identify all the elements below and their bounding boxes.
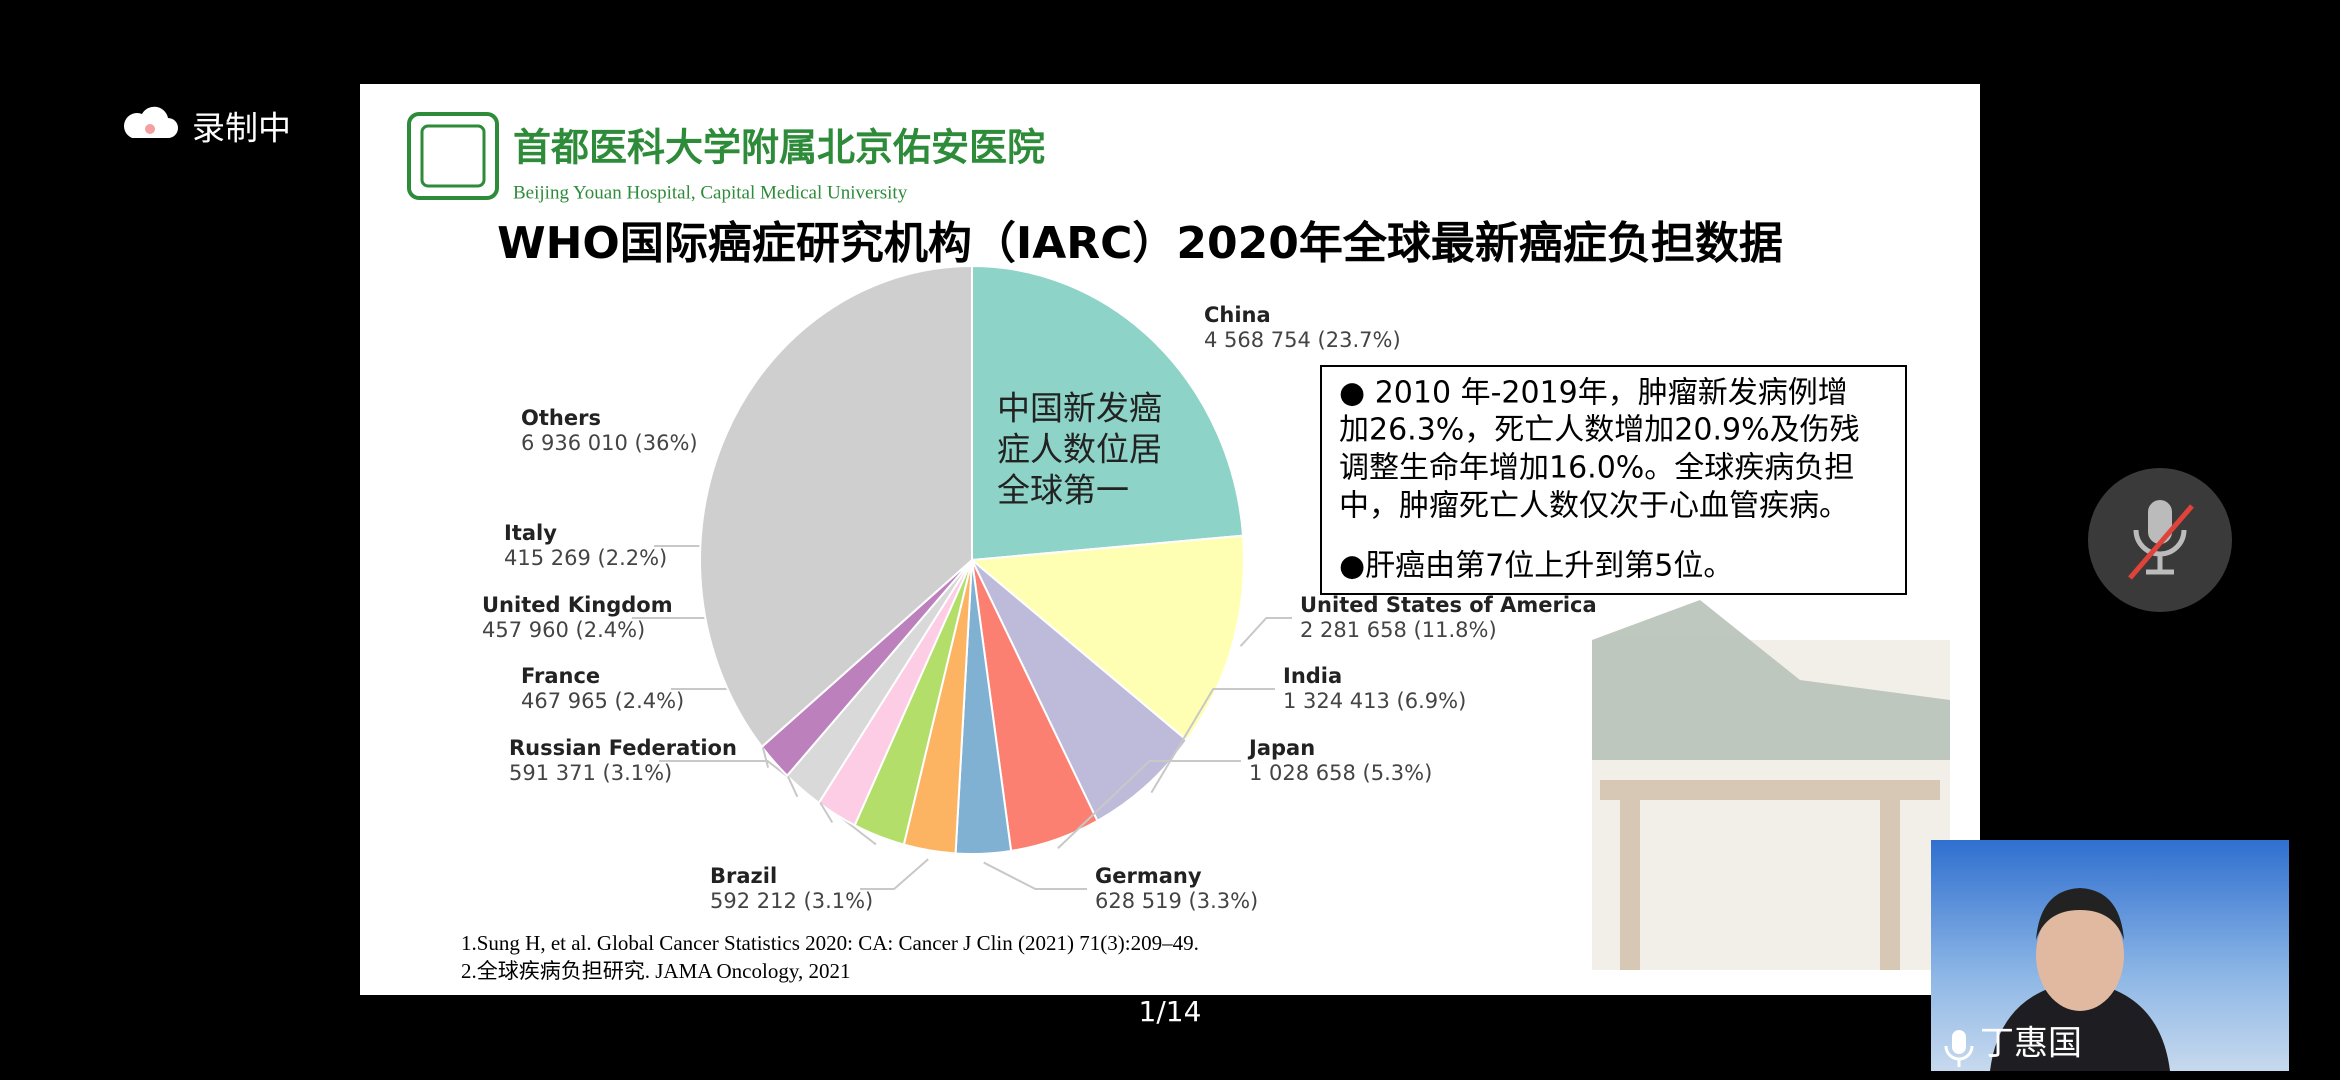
leader-line	[1150, 688, 1275, 794]
slice-label: India	[1283, 664, 1342, 688]
pie-annotation: 全球第一	[997, 471, 1129, 510]
slice-label: Germany	[1095, 864, 1202, 888]
mic-icon-stand	[2133, 529, 2187, 575]
slice-value-label: 591 371 (3.1%)	[509, 761, 672, 785]
leader-line	[1239, 617, 1292, 647]
pillars	[1600, 780, 1940, 970]
slice-value-label: 1 028 658 (5.3%)	[1249, 761, 1432, 785]
slice-label: China	[1204, 303, 1271, 327]
text-box-line: ● 2010 年-2019年，肿瘤新发病例增	[1339, 376, 1848, 411]
text-box-line: ●肝癌由第7位上升到第5位。	[1339, 549, 1733, 584]
pie-slice	[971, 264, 1245, 562]
leader-line	[860, 858, 929, 890]
mute-slash	[2128, 504, 2194, 580]
slice-value-label: 467 965 (2.4%)	[521, 689, 684, 713]
slice-value-label: 415 269 (2.2%)	[504, 546, 667, 570]
leader-line	[1057, 760, 1241, 849]
mic-button[interactable]	[2088, 468, 2232, 612]
slice-label: Italy	[504, 521, 557, 545]
slice-label: United Kingdom	[482, 593, 673, 617]
roof	[1592, 600, 1950, 760]
participant-mic-stand	[1944, 1045, 1974, 1067]
reference: 1.Sung H, et al. Global Cancer Statistic…	[461, 931, 1199, 955]
record-dot	[145, 124, 155, 134]
slice-value-label: 592 212 (3.1%)	[710, 889, 873, 913]
mic-icon	[2148, 500, 2172, 544]
slice-value-label: 4 568 754 (23.7%)	[1204, 328, 1401, 352]
recording-indicator: 录制中	[124, 106, 291, 148]
recording-label: 录制中	[192, 109, 291, 148]
building-image	[1592, 600, 1950, 970]
hospital-logo	[407, 112, 499, 200]
participant-video[interactable]: 丁惠国	[1931, 840, 2289, 1071]
text-box	[1320, 365, 1907, 595]
slice-label: United States of America	[1300, 593, 1597, 617]
slice-label: France	[521, 664, 600, 688]
hospital-name: 首都医科大学附属北京佑安医院	[513, 126, 1045, 170]
text-box-line: 加26.3%，死亡人数增加20.9%及伤残	[1339, 413, 1860, 448]
pie-slice	[971, 559, 1189, 823]
text-box-line: 中，肿瘤死亡人数仅次于心血管疾病。	[1339, 489, 1849, 524]
slide-title: WHO国际癌症研究机构（IARC）2020年全球最新癌症负担数据	[497, 218, 1783, 269]
participant-mic	[1952, 1030, 1966, 1054]
logo-inner	[420, 124, 486, 188]
slice-label: Brazil	[710, 864, 777, 888]
pie-slice	[699, 264, 973, 749]
participant-name: 丁惠国	[1980, 1024, 2082, 1064]
slice-value-label: 1 324 413 (6.9%)	[1283, 689, 1466, 713]
pie-annotation: 中国新发癌	[997, 389, 1162, 428]
slice-value-label: 2 281 658 (11.8%)	[1300, 618, 1497, 642]
slice-label: Russian Federation	[509, 736, 737, 760]
leader-line	[983, 861, 1087, 890]
slice-value-label: 6 936 010 (36%)	[521, 431, 698, 455]
slice-value-label: 457 960 (2.4%)	[482, 618, 645, 642]
pie-annotation: 症人数位居	[997, 430, 1162, 469]
person-body	[1990, 981, 2170, 1071]
person-face	[2036, 899, 2124, 1011]
slice-value-label: 628 519 (3.3%)	[1095, 889, 1258, 913]
person-hair	[2036, 888, 2124, 940]
reference: 2.全球疾病负担研究. JAMA Oncology, 2021	[461, 959, 850, 983]
text-box-line: 调整生命年增加16.0%。全球疾病负担	[1339, 451, 1854, 486]
slice-label: Others	[521, 406, 601, 430]
hospital-name-en: Beijing Youan Hospital, Capital Medical …	[513, 182, 908, 203]
cloud-icon	[124, 106, 178, 138]
pie-slice	[969, 534, 1245, 742]
slice-label: Japan	[1247, 736, 1315, 760]
logo-frame	[407, 112, 499, 200]
page-indicator: 1/14	[1139, 995, 1202, 1028]
